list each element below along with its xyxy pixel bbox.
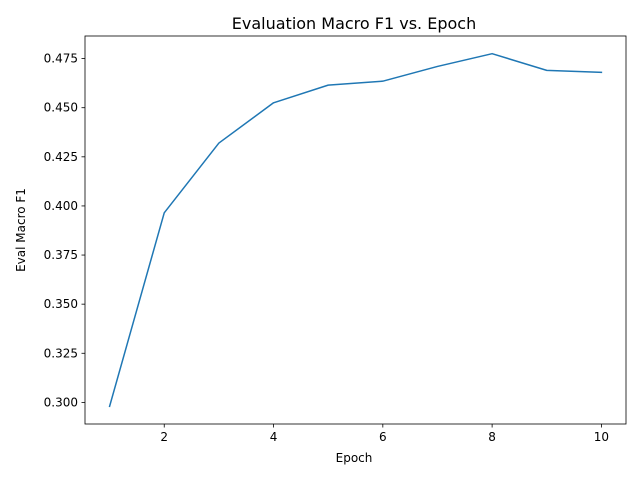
- y-tick-label: 0.325: [44, 346, 78, 360]
- y-tick-label: 0.300: [44, 395, 78, 409]
- series-line: [108, 52, 603, 408]
- y-tick-label: 0.350: [44, 297, 78, 311]
- x-axis-label: Epoch: [336, 451, 373, 465]
- y-tick-label: 0.375: [44, 248, 78, 262]
- y-tick-label: 0.425: [44, 150, 78, 164]
- axes-frame: [84, 35, 627, 425]
- chart-title: Evaluation Macro F1 vs. Epoch: [232, 14, 476, 33]
- y-tick-label: 0.475: [44, 52, 78, 66]
- plot-area: 2 4 6 8 10 0.300 0.325 0.350 0.375 0.400 0.425 0.45…: [44, 35, 627, 444]
- x-tick-label: 10: [594, 430, 609, 444]
- x-tick-label: 8: [488, 430, 496, 444]
- x-tick-label: 2: [160, 430, 168, 444]
- y-tick-label: 0.400: [44, 199, 78, 213]
- y-tick-label: 0.450: [44, 101, 78, 115]
- y-axis-label: Eval Macro F1: [14, 188, 28, 272]
- x-tick-label: 6: [379, 430, 387, 444]
- x-tick-label: 4: [270, 430, 278, 444]
